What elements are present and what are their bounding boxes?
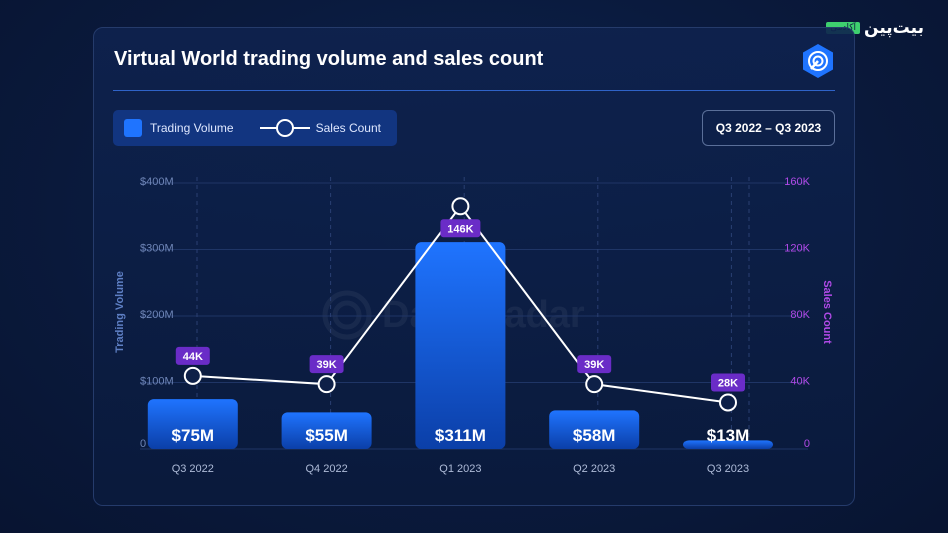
brand-name: بیت‌پین bbox=[864, 18, 924, 38]
y-tick-label: $400M bbox=[140, 176, 174, 188]
x-tick-label: Q2 2023 bbox=[573, 463, 615, 475]
y2-tick-label: 120K bbox=[784, 243, 810, 255]
sales-count-label-bg bbox=[711, 373, 745, 392]
chart-title: Virtual World trading volume and sales c… bbox=[114, 48, 544, 70]
y-tick-label: 0 bbox=[140, 438, 146, 450]
chart-legend: Trading Volume Sales Count bbox=[113, 110, 397, 146]
sales-count-label: 39K bbox=[317, 359, 337, 371]
y2-tick-label: 160K bbox=[784, 176, 810, 188]
y2-tick-label: 40K bbox=[790, 376, 810, 388]
bar bbox=[415, 242, 506, 449]
bar bbox=[683, 440, 773, 449]
sales-count-label-bg bbox=[577, 355, 612, 374]
sales-count-label: 28K bbox=[718, 377, 738, 389]
legend-bar-swatch bbox=[124, 119, 142, 137]
y-tick-label: $200M bbox=[140, 309, 174, 321]
sales-count-label: 39K bbox=[584, 359, 604, 371]
y-tick-label: $300M bbox=[140, 243, 174, 255]
legend-line-icon bbox=[259, 119, 310, 137]
sales-count-label: 44K bbox=[183, 351, 203, 363]
bar bbox=[549, 410, 640, 449]
sales-count-point bbox=[317, 375, 336, 394]
sales-count-label: 146K bbox=[447, 223, 473, 235]
y2-tick-label: 0 bbox=[804, 438, 810, 450]
y-tick-label: $100M bbox=[140, 376, 174, 388]
bar bbox=[147, 399, 238, 449]
sales-count-point bbox=[719, 393, 737, 412]
sales-count-point bbox=[451, 197, 470, 216]
legend-line-label: Sales Count bbox=[315, 121, 381, 135]
sales-count-label-bg bbox=[175, 346, 210, 365]
bar-value-label: $75M bbox=[172, 426, 215, 445]
radar-logo-icon bbox=[803, 44, 833, 78]
bar-value-label: $311M bbox=[435, 426, 486, 445]
bar bbox=[281, 412, 372, 449]
sales-count-label-bg bbox=[440, 219, 481, 238]
y2-tick-label: 80K bbox=[790, 309, 810, 321]
sales-count-label-bg bbox=[309, 355, 344, 374]
x-tick-label: Q3 2022 bbox=[172, 463, 214, 475]
x-tick-label: Q1 2023 bbox=[439, 463, 481, 475]
sales-count-point bbox=[183, 366, 202, 385]
x-tick-label: Q3 2023 bbox=[707, 463, 749, 475]
period-badge: Q3 2022 – Q3 2023 bbox=[702, 110, 835, 146]
bar-value-label: $58M bbox=[573, 426, 616, 445]
x-tick-label: Q4 2022 bbox=[305, 463, 347, 475]
title-divider bbox=[113, 90, 835, 91]
watermark-radar-icon bbox=[322, 290, 372, 340]
legend-bar-label: Trading Volume bbox=[150, 121, 234, 135]
bar-value-label: $55M bbox=[305, 426, 348, 445]
bar-value-label: $13M bbox=[707, 426, 750, 445]
sales-count-point bbox=[585, 375, 604, 394]
